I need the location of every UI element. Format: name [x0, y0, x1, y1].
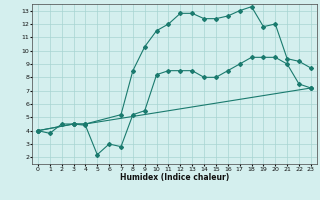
X-axis label: Humidex (Indice chaleur): Humidex (Indice chaleur) [120, 173, 229, 182]
